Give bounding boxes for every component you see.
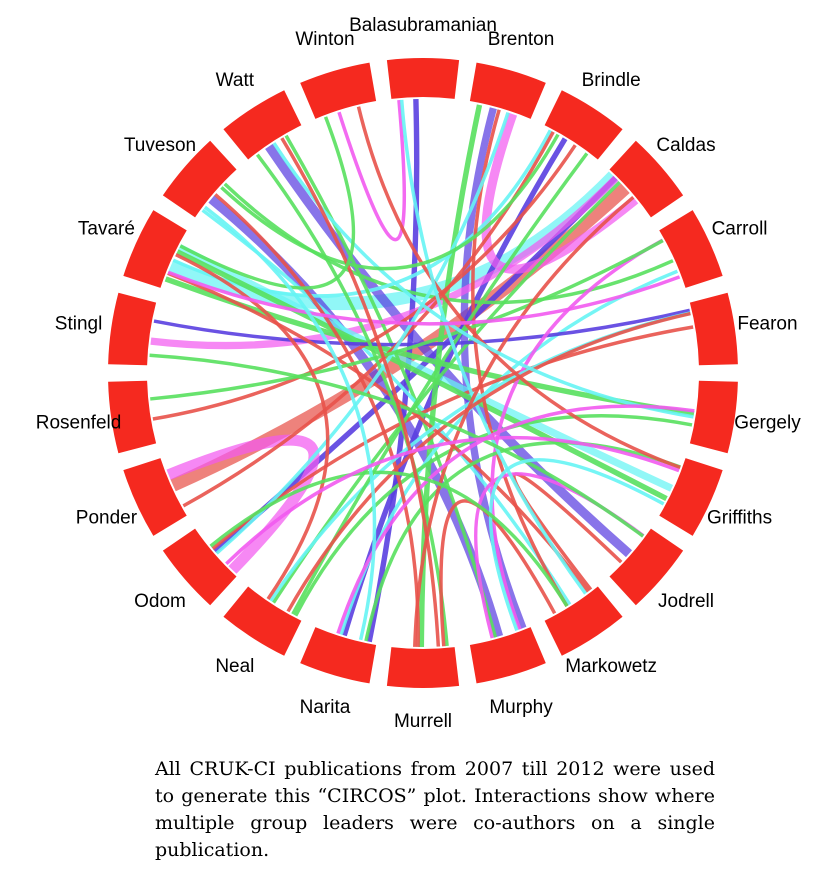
link-griffiths-tavare bbox=[176, 249, 668, 502]
link-carroll-tavare bbox=[167, 270, 681, 326]
link-markowetz-murrell bbox=[439, 499, 557, 647]
label-fearon: Fearon bbox=[737, 313, 797, 334]
link-rosenfeld-carroll bbox=[150, 239, 664, 401]
link-winton-griffiths bbox=[356, 106, 681, 470]
label-gergely: Gergely bbox=[734, 413, 801, 434]
link-carroll-murphy bbox=[490, 238, 664, 630]
segment-tavare bbox=[123, 210, 187, 288]
segment-balasubramanian bbox=[386, 58, 460, 99]
segment-fearon bbox=[689, 292, 738, 366]
link-neal-fearon bbox=[286, 311, 691, 613]
segment-rosenfeld bbox=[108, 380, 157, 454]
label-balasubramanian: Balasubramanian bbox=[349, 15, 497, 36]
label-brindle: Brindle bbox=[582, 70, 641, 91]
link-balasubramanian-markowetz bbox=[399, 99, 587, 595]
label-odom: Odom bbox=[134, 591, 186, 612]
label-jodrell: Jodrell bbox=[658, 591, 714, 612]
segment-tuveson bbox=[162, 140, 237, 218]
label-neal: Neal bbox=[215, 656, 254, 677]
link-winton-tavare bbox=[179, 116, 356, 290]
link-stingl-jodrell bbox=[149, 353, 645, 538]
segment-carroll bbox=[659, 210, 723, 288]
link-brindle-tuveson bbox=[220, 133, 560, 271]
segment-caldas bbox=[609, 140, 684, 218]
label-murphy: Murphy bbox=[489, 697, 553, 718]
label-winton: Winton bbox=[295, 29, 354, 50]
segment-watt bbox=[223, 90, 302, 160]
segment-narita bbox=[300, 627, 377, 684]
link-gergely-neal bbox=[294, 414, 693, 617]
segment-winton bbox=[300, 62, 377, 119]
link-narita-tuveson bbox=[203, 205, 377, 641]
link-caldas-murrell bbox=[413, 195, 635, 647]
link-murrell-watt bbox=[280, 137, 441, 647]
segment-neal bbox=[223, 586, 302, 656]
links-layer bbox=[149, 99, 695, 648]
link-rosenfeld-brindle bbox=[152, 144, 577, 421]
link-watt-murphy bbox=[284, 134, 498, 638]
label-carroll: Carroll bbox=[712, 218, 768, 239]
label-caldas: Caldas bbox=[656, 135, 715, 156]
link-tavare-markowetz bbox=[167, 271, 590, 593]
label-tuveson: Tuveson bbox=[124, 135, 196, 156]
segment-ponder bbox=[123, 458, 187, 536]
link-balasubramanian-narita bbox=[366, 99, 420, 643]
segment-odom bbox=[162, 528, 237, 606]
segment-jodrell bbox=[609, 528, 684, 606]
caption: All CRUK-CI publications from 2007 till … bbox=[155, 758, 715, 861]
label-brenton: Brenton bbox=[488, 29, 555, 50]
label-ponder: Ponder bbox=[76, 508, 138, 529]
label-watt: Watt bbox=[216, 70, 255, 91]
link-stingl-caldas bbox=[150, 175, 619, 350]
link-gergely-narita bbox=[336, 404, 695, 635]
link-watt-murrell bbox=[255, 153, 449, 647]
segment-markowetz bbox=[544, 586, 623, 656]
segment-gergely bbox=[689, 380, 738, 454]
link-griffiths-murphy bbox=[488, 458, 665, 632]
link-brenton-caldas bbox=[481, 112, 639, 274]
segments-layer bbox=[108, 58, 738, 689]
label-tavare: Tavaré bbox=[78, 218, 135, 239]
label-stingl: Stingl bbox=[55, 313, 103, 334]
segment-brenton bbox=[469, 62, 546, 119]
label-markowetz: Markowetz bbox=[565, 656, 657, 677]
label-narita: Narita bbox=[300, 697, 351, 718]
segment-griffiths bbox=[659, 458, 723, 536]
segment-stingl bbox=[108, 292, 157, 366]
link-odom-griffiths bbox=[225, 435, 680, 565]
segment-murphy bbox=[469, 627, 546, 684]
segment-murrell bbox=[386, 647, 460, 689]
segment-brindle bbox=[544, 90, 623, 160]
label-murrell: Murrell bbox=[394, 711, 452, 732]
link-tavare-neal bbox=[175, 253, 330, 600]
label-rosenfeld: Rosenfeld bbox=[36, 413, 122, 434]
link-griffiths-narita bbox=[364, 440, 681, 642]
link-markowetz-odom bbox=[209, 470, 569, 608]
link-winton-balasubramanian bbox=[337, 99, 406, 242]
link-tavare-griffiths bbox=[177, 244, 674, 492]
label-griffiths: Griffiths bbox=[707, 508, 772, 529]
